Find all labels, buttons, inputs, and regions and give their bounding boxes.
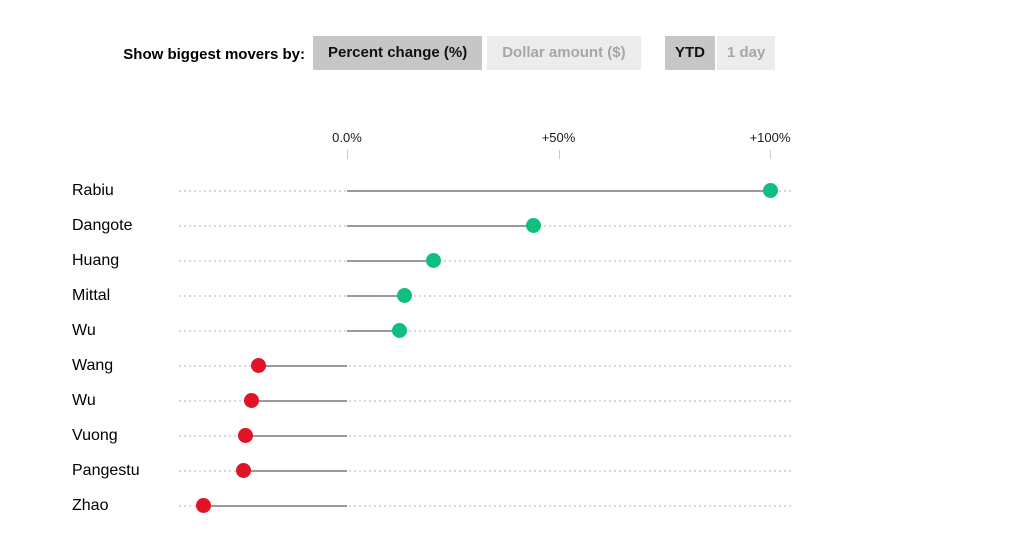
dotted-track: [179, 330, 792, 332]
value-dot-wu[interactable]: [392, 323, 407, 338]
value-line: [258, 365, 347, 367]
dotted-track: [179, 470, 792, 472]
value-line: [203, 505, 347, 507]
row-label-pangestu: Pangestu: [72, 462, 140, 479]
toggle-1-day[interactable]: 1 day: [717, 36, 776, 70]
dotted-track: [179, 505, 792, 507]
row-label-dangote: Dangote: [72, 217, 133, 234]
row-label-vuong: Vuong: [72, 427, 118, 444]
value-dot-wu[interactable]: [244, 393, 259, 408]
row-label-mittal: Mittal: [72, 287, 111, 304]
value-line: [243, 470, 347, 472]
value-dot-pangestu[interactable]: [236, 463, 251, 478]
value-dot-vuong[interactable]: [238, 428, 253, 443]
period-toggle-group: YTD 1 day: [665, 36, 776, 70]
value-line: [347, 260, 434, 262]
toggle-dollar-amount[interactable]: Dollar amount ($): [487, 36, 641, 70]
toggle-percent-change[interactable]: Percent change (%): [313, 36, 483, 70]
row-label-zhao: Zhao: [72, 497, 109, 514]
row-label-wang: Wang: [72, 357, 114, 374]
axis-tick: [770, 150, 771, 159]
value-line: [347, 295, 404, 297]
axis-tick: [559, 150, 560, 159]
value-line: [347, 225, 533, 227]
dotted-track: [179, 435, 792, 437]
row-label-wu: Wu: [72, 322, 96, 339]
value-dot-zhao[interactable]: [196, 498, 211, 513]
row-label-huang: Huang: [72, 252, 120, 269]
show-biggest-movers-label: Show biggest movers by:: [123, 46, 305, 63]
dotted-track: [179, 260, 792, 262]
row-label-rabiu: Rabiu: [72, 182, 114, 199]
value-dot-huang[interactable]: [426, 253, 441, 268]
toggle-ytd[interactable]: YTD: [665, 36, 715, 70]
row-label-wu: Wu: [72, 392, 96, 409]
axis-label-50: +50%: [541, 130, 576, 145]
value-dot-rabiu[interactable]: [763, 183, 778, 198]
axis-label-0-0: 0.0%: [332, 130, 362, 145]
value-line: [347, 330, 400, 332]
value-line: [245, 435, 347, 437]
dotted-track: [179, 365, 792, 367]
value-dot-wang[interactable]: [251, 358, 266, 373]
value-line: [347, 190, 770, 192]
value-dot-mittal[interactable]: [397, 288, 412, 303]
value-dot-dangote[interactable]: [526, 218, 541, 233]
metric-toggle-group: Percent change (%) Dollar amount ($): [313, 36, 641, 70]
value-line: [252, 400, 347, 402]
dotted-track: [179, 400, 792, 402]
axis-tick: [347, 150, 348, 159]
dotted-track: [179, 295, 792, 297]
axis-label-100: +100%: [749, 130, 791, 145]
